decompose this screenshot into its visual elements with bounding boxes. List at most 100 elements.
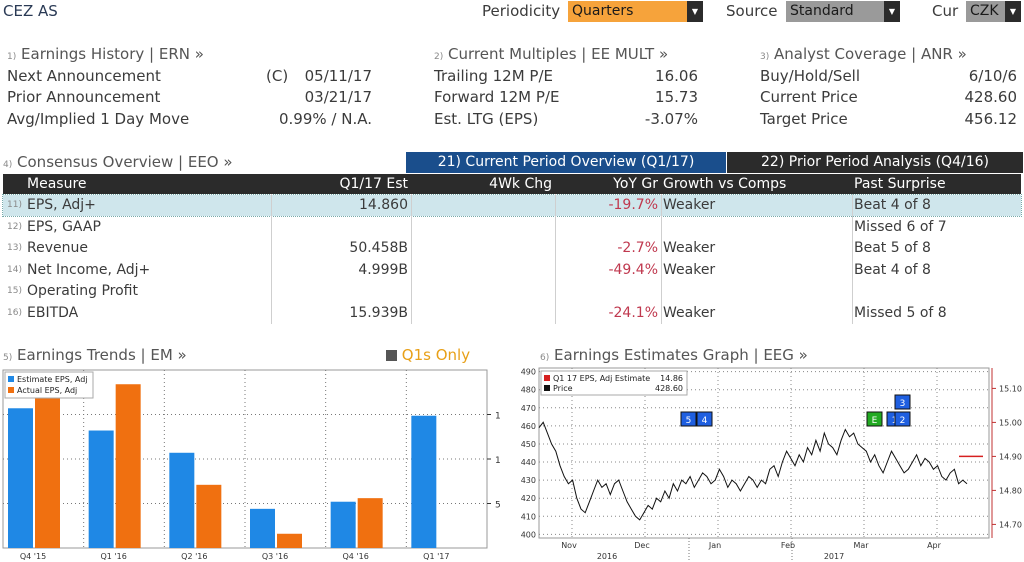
event-marker — [894, 394, 911, 410]
left-tick-label: 460 — [521, 422, 536, 431]
col-yoy-gr[interactable]: YoY Gr — [613, 176, 658, 192]
cell-measure: EPS, Adj+ — [27, 197, 96, 213]
periodicity-label: Periodicity — [482, 2, 561, 20]
cell-estimate: 15.939B — [349, 304, 408, 321]
left-tick-label: 480 — [521, 386, 536, 395]
table-row[interactable]: 14) Net Income, Adj+ 4.999B -49.4% Weaker Bea… — [3, 260, 1021, 281]
left-tick-label: 450 — [521, 440, 536, 449]
table-row[interactable]: 11) EPS, Adj+ 14.860 -19.7% Weaker Beat 4 of … — [2, 194, 1022, 217]
x-tick-label: Q3 '16 — [262, 552, 288, 561]
x-tick-label: Q2 '16 — [181, 552, 207, 561]
earnings-estimates-graph-link[interactable]: 6) Earnings Estimates Graph | EEG » — [540, 346, 808, 364]
tab-prior-period[interactable]: 22) Prior Period Analysis (Q4/16) — [727, 152, 1023, 173]
col-growth-vs-comps[interactable]: Growth vs Comps — [663, 176, 787, 192]
table-row[interactable]: 12) EPS, GAAP Missed 6 of 7 — [3, 217, 1021, 238]
bar-estimate — [88, 430, 114, 548]
current-price-label: Current Price — [760, 88, 858, 106]
cell-surprise: Missed 5 of 8 — [854, 304, 947, 321]
source-label: Source — [726, 2, 778, 20]
cell-estimate: 4.999B — [358, 261, 408, 278]
col-estimate[interactable]: Q1/17 Est — [339, 176, 408, 192]
legend-swatch — [544, 385, 550, 391]
right-tick-label: 15.00 — [999, 418, 1022, 427]
current-price-value: 428.60 — [964, 88, 1018, 106]
q1s-only-toggle[interactable]: Q1s Only — [386, 346, 470, 364]
price-series-line — [538, 421, 968, 521]
earnings-trends-chart: 5 10 15 Q4 '15 Q1 '16 Q2 '16 Q3 '16 Q4 '16 Q1 '1… — [2, 369, 500, 561]
x-year-label: 2016 — [597, 552, 617, 561]
cell-yoy-gr: -49.4% — [608, 261, 658, 278]
legend-label: Actual EPS, Adj — [17, 386, 77, 395]
bar-actual — [115, 384, 141, 548]
current-multiples-link[interactable]: 2) Current Multiples | EE MULT » — [434, 45, 669, 63]
bar-actual — [357, 498, 383, 548]
left-tick-label: 470 — [521, 404, 536, 413]
col-past-surprise[interactable]: Past Surprise — [854, 176, 946, 192]
cell-growth: Weaker — [663, 261, 716, 278]
x-tick-label: Q1 '16 — [101, 552, 127, 561]
cell-growth: Weaker — [663, 197, 716, 213]
plot-area — [538, 367, 990, 539]
event-marker-label: 4 — [702, 416, 708, 426]
next-announcement-value: 05/11/17 — [304, 67, 372, 85]
next-announcement-label: Next Announcement — [7, 67, 161, 85]
earnings-history-link[interactable]: 1) Earnings History | ERN » — [7, 45, 204, 63]
left-tick-label: 440 — [521, 458, 536, 467]
bar-estimate — [250, 508, 275, 548]
col-measure[interactable]: Measure — [27, 176, 87, 192]
cell-measure: EBITDA — [27, 304, 79, 321]
security-ticker: CEZ AS — [3, 2, 58, 20]
column-divider — [852, 194, 853, 324]
left-tick-label: 490 — [521, 368, 536, 377]
column-divider — [661, 194, 662, 324]
cell-yoy-gr: -24.1% — [608, 304, 658, 321]
currency-dropdown[interactable]: CZK ▼ — [966, 1, 1021, 22]
periodicity-value: Quarters — [572, 3, 634, 19]
cell-surprise: Missed 6 of 7 — [854, 218, 947, 235]
implied-move-value: 0.99% / N.A. — [279, 110, 372, 128]
source-value: Standard — [790, 3, 854, 19]
forward-pe-label: Forward 12M P/E — [434, 88, 560, 106]
event-marker — [696, 411, 713, 427]
cell-growth — [663, 281, 843, 302]
earnings-trends-link[interactable]: 5) Earnings Trends | EM » — [3, 346, 187, 364]
bar-actual — [196, 484, 222, 548]
col-4wk-chg[interactable]: 4Wk Chg — [489, 176, 552, 192]
event-marker-label: 3 — [900, 399, 906, 409]
currency-value: CZK — [970, 3, 999, 19]
cell-yoy-gr: -19.7% — [608, 197, 658, 213]
x-month-label: Mar — [853, 541, 869, 550]
table-row[interactable]: 16) EBITDA 15.939B -24.1% Weaker Missed 5 of … — [3, 303, 1021, 324]
cell-4wk-chg — [411, 303, 552, 324]
analyst-coverage-link[interactable]: 3) Analyst Coverage | ANR » — [760, 45, 967, 63]
target-price-label: Target Price — [760, 110, 848, 128]
event-marker-label: E — [872, 416, 878, 426]
x-month-label: Apr — [927, 541, 942, 550]
cell-yoy-gr: -2.7% — [617, 240, 658, 256]
x-tick-label: Q1 '17 — [423, 552, 449, 561]
table-row[interactable]: 13) Revenue 50.458B -2.7% Weaker Beat 5 of 8 — [3, 238, 1021, 259]
event-marker-label: 5 — [686, 416, 692, 426]
legend-swatch — [544, 375, 550, 381]
cell-surprise: Beat 5 of 8 — [854, 240, 931, 256]
cell-estimate — [271, 281, 408, 302]
source-dropdown[interactable]: Standard ▼ — [786, 1, 900, 22]
bar-actual — [277, 533, 302, 548]
tab-current-period[interactable]: 21) Current Period Overview (Q1/17) — [406, 152, 726, 173]
cell-surprise — [854, 281, 1019, 302]
legend-box — [4, 371, 94, 399]
x-tick-label: Q4 '15 — [20, 552, 46, 561]
legend-value: 428.60 — [655, 384, 683, 393]
legend-label: Estimate EPS, Adj — [17, 375, 88, 384]
consensus-overview-link[interactable]: 4) Consensus Overview | EEO » — [3, 153, 233, 171]
table-row[interactable]: 15) Operating Profit — [3, 281, 1021, 302]
cell-estimate: 50.458B — [349, 240, 408, 256]
bar-estimate — [411, 415, 437, 548]
periodicity-dropdown[interactable]: Quarters ▼ — [568, 1, 703, 22]
row-number: 12) — [7, 221, 22, 232]
cell-4wk-chg — [411, 260, 552, 281]
x-tick-label: Q4 '16 — [343, 552, 369, 561]
x-month-label: Dec — [634, 541, 649, 550]
cell-growth: Weaker — [663, 304, 716, 321]
target-price-value: 456.12 — [964, 110, 1018, 128]
